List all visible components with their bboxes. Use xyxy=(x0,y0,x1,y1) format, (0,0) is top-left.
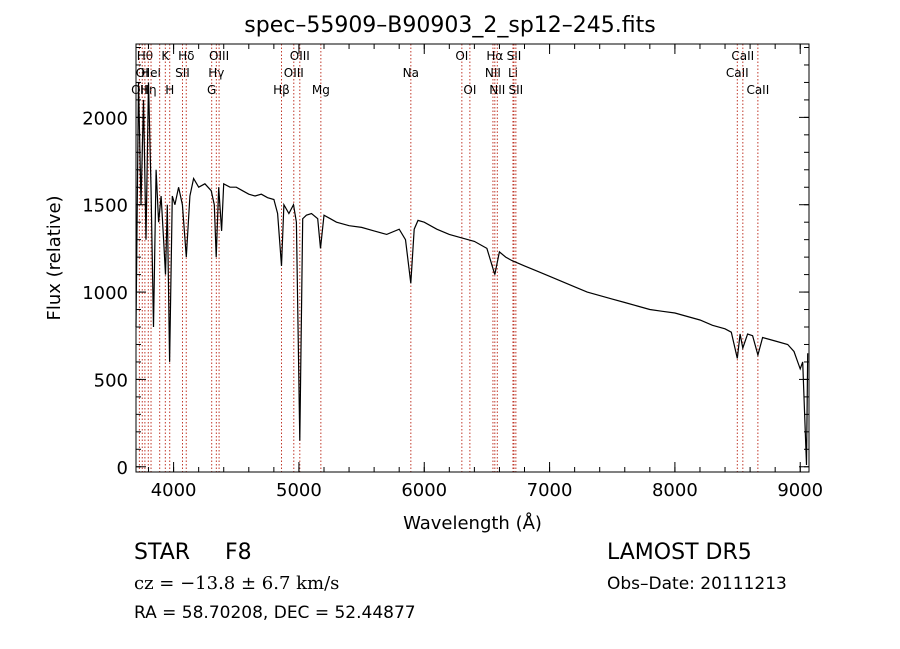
line-marker-label: H xyxy=(165,83,174,97)
line-marker-label: Mg xyxy=(312,83,330,97)
line-marker-label: Hγ xyxy=(208,66,224,80)
x-tick-label: 7000 xyxy=(527,480,573,501)
redshift-velocity: cz = −13.8 ± 6.7 km/s xyxy=(134,573,340,594)
x-axis-label: Wavelength (Å) xyxy=(403,512,542,534)
line-marker-label: G xyxy=(207,83,216,97)
line-marker-label: OI xyxy=(455,49,468,63)
spectrum-line xyxy=(135,82,809,466)
y-tick-label: 2000 xyxy=(82,108,128,129)
line-marker-label: HeI xyxy=(141,66,161,80)
survey-release: LAMOST DR5 xyxy=(607,540,752,565)
line-marker-label: NII xyxy=(485,66,501,80)
line-marker-label: Na xyxy=(403,66,419,80)
line-marker-label: OIII xyxy=(290,49,310,63)
line-marker-label: CaII xyxy=(746,83,769,97)
y-axis-label: Flux (relative) xyxy=(44,195,65,320)
line-marker-label: Hδ xyxy=(178,49,194,63)
line-marker-label: OII xyxy=(131,83,148,97)
line-marker-label: Li xyxy=(508,66,518,80)
plot-frame xyxy=(135,43,810,473)
object-class: STAR xyxy=(134,540,191,565)
line-marker-label: NII xyxy=(489,83,505,97)
y-tick-label: 1500 xyxy=(82,196,128,217)
line-marker-label: Hα xyxy=(486,49,503,63)
x-tick-label: 9000 xyxy=(777,480,823,501)
line-marker-label: OIII xyxy=(284,66,304,80)
x-tick-label: 8000 xyxy=(652,480,698,501)
x-tick-label: 5000 xyxy=(276,480,322,501)
line-marker-label: Hβ xyxy=(273,83,290,97)
line-marker-label: OI xyxy=(136,66,149,80)
line-marker-label: SII xyxy=(507,49,522,63)
y-tick-label: 1000 xyxy=(82,283,128,304)
chart-title: spec–55909–B90903_2_sp12–245.fits xyxy=(244,13,655,38)
y-tick-label: 500 xyxy=(94,370,128,391)
line-marker-label: OI xyxy=(463,83,476,97)
observation-date: Obs–Date: 20111213 xyxy=(607,574,787,594)
line-marker-label: CaII xyxy=(726,66,749,80)
sky-coordinates: RA = 58.70208, DEC = 52.44877 xyxy=(134,603,416,623)
x-tick-label: 4000 xyxy=(151,480,197,501)
line-marker-label: K xyxy=(161,49,170,63)
line-marker-label: SII xyxy=(509,83,524,97)
line-marker-label: Hθ xyxy=(137,49,153,63)
line-marker-label: OIII xyxy=(209,49,229,63)
line-marker-label: SII xyxy=(175,66,190,80)
y-tick-label: 0 xyxy=(117,458,128,479)
spectral-subclass: F8 xyxy=(225,540,252,565)
x-tick-label: 6000 xyxy=(401,480,447,501)
line-marker-label: CaII xyxy=(731,49,754,63)
